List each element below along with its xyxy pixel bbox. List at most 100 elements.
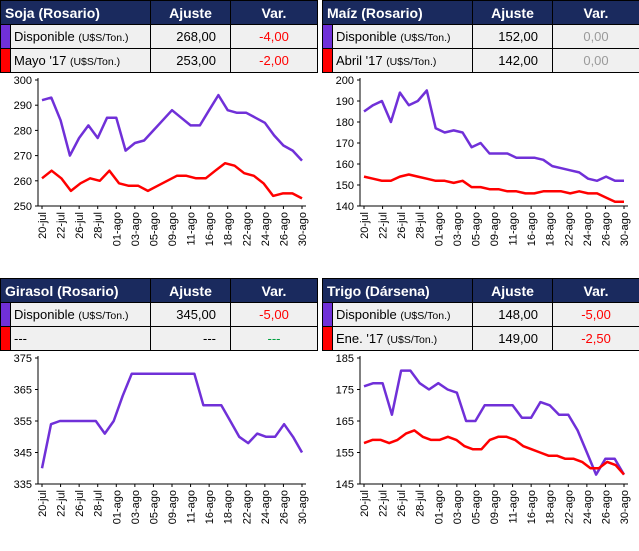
series-line-futuro (41, 161, 303, 200)
ajuste-value: 152,00 (472, 24, 553, 49)
table-row: Abril '17 (U$S/Ton.) 142,00 0,00 (322, 48, 639, 73)
x-tick-label: 03-ago (452, 212, 464, 246)
table-row: --- --- --- (0, 326, 318, 351)
contract-name: Disponible (U$S/Ton.) (331, 302, 474, 327)
line-chart: 250 260 270 280 290 300 20-jul 22-jul 26-jul 28-j… (14, 75, 309, 246)
unit-label: (U$S/Ton.) (400, 310, 451, 322)
unit-label: (U$S/Ton.) (400, 32, 451, 44)
contract-label: Disponible (14, 307, 75, 322)
var-value: -2,50 (552, 326, 639, 351)
col-var-header: Var. (552, 278, 639, 303)
series-line-disponible (41, 93, 303, 162)
y-tick-label: 200 (336, 75, 354, 87)
var-value: -5,00 (230, 302, 318, 327)
x-tick-label: 11-ago (508, 490, 520, 523)
price-table: Maíz (Rosario) Ajuste Var. Disponible (U$S/… (322, 0, 639, 73)
contract-label: Ene. '17 (336, 331, 384, 346)
x-tick-label: 26-ago (278, 490, 290, 524)
y-tick-label: 180 (336, 117, 354, 129)
contract-name: Ene. '17 (U$S/Ton.) (331, 326, 474, 351)
x-tick-label: 24-ago (582, 212, 594, 246)
y-tick-label: 185 (336, 353, 354, 365)
price-table: Girasol (Rosario) Ajuste Var. Disponible (U… (0, 278, 318, 351)
x-tick-label: 30-ago (619, 490, 631, 524)
panel-title: Trigo (Dársena) (321, 278, 474, 303)
x-tick-label: 01-ago (111, 212, 123, 246)
contract-name: Mayo '17 (U$S/Ton.) (10, 48, 151, 73)
contract-label: Abril '17 (336, 53, 383, 68)
ajuste-value: 149,00 (472, 326, 554, 351)
unit-label: (U$S/Ton.) (78, 32, 129, 44)
table-row: Disponible (U$S/Ton.) 268,00 -4,00 (0, 24, 318, 49)
x-tick-label: 24-ago (260, 212, 272, 246)
x-tick-label: 22-jul (56, 212, 68, 239)
unit-label: (U$S/Ton.) (386, 334, 438, 346)
x-tick-label: 16-ago (204, 212, 216, 246)
x-tick-label: 16-ago (204, 490, 216, 524)
y-tick-label: 345 (14, 448, 32, 460)
x-tick-label: 30-ago (297, 212, 309, 246)
panel-title: Girasol (Rosario) (0, 278, 151, 303)
y-tick-label: 365 (14, 385, 32, 397)
y-tick-label: 150 (336, 180, 354, 192)
x-tick-label: 03-ago (452, 490, 464, 524)
x-tick-label: 26-ago (278, 212, 290, 246)
table-row: Disponible (U$S/Ton.) 345,00 -5,00 (0, 302, 318, 327)
price-table: Soja (Rosario) Ajuste Var. Disponible (U$S/… (0, 0, 318, 73)
x-tick-label: 09-ago (489, 490, 501, 524)
col-ajuste-header: Ajuste (150, 278, 231, 303)
x-tick-label: 05-ago (148, 212, 160, 246)
x-tick-label: 26-ago (600, 490, 612, 524)
table-row: Disponible (U$S/Ton.) 152,00 0,00 (322, 24, 639, 49)
contract-label: Disponible (336, 307, 397, 322)
x-tick-label: 11-ago (186, 212, 198, 245)
y-tick-label: 260 (14, 176, 32, 188)
x-tick-label: 30-ago (297, 490, 309, 524)
x-tick-label: 01-ago (433, 212, 445, 246)
x-tick-label: 11-ago (508, 212, 520, 245)
ajuste-value: 253,00 (150, 48, 231, 73)
x-tick-label: 18-ago (223, 490, 235, 524)
x-tick-label: 28-jul (93, 490, 105, 517)
y-tick-label: 355 (14, 416, 32, 428)
series-line-disponible (363, 369, 626, 476)
y-tick-label: 190 (336, 96, 354, 108)
x-tick-label: 24-ago (582, 490, 594, 524)
x-tick-label: 05-ago (470, 490, 482, 524)
series-line-futuro (363, 429, 625, 476)
x-tick-label: 01-ago (433, 490, 445, 524)
line-chart: 335 345 355 365 375 20-jul 22-jul 26-jul 28-jul 0… (14, 353, 309, 524)
var-value: -5,00 (552, 302, 639, 327)
col-ajuste-header: Ajuste (472, 278, 554, 303)
table-row: Disponible (U$S/Ton.) 148,00 -5,00 (322, 302, 639, 327)
col-var-header: Var. (230, 278, 318, 303)
var-value: -2,00 (230, 48, 318, 73)
x-tick-label: 18-ago (223, 212, 235, 246)
y-tick-label: 250 (14, 201, 32, 213)
unit-label: (U$S/Ton.) (69, 56, 121, 68)
panel-title: Maíz (Rosario) (322, 0, 473, 25)
x-tick-label: 05-ago (148, 490, 160, 524)
contract-label: --- (14, 331, 27, 346)
y-tick-label: 335 (14, 479, 32, 491)
contract-name: Disponible (U$S/Ton.) (10, 302, 151, 327)
y-tick-label: 270 (14, 151, 32, 163)
x-tick-label: 22-ago (563, 212, 575, 246)
x-tick-label: 03-ago (130, 490, 142, 524)
y-tick-label: 300 (14, 75, 32, 87)
x-tick-label: 03-ago (130, 212, 142, 246)
x-tick-label: 20-jul (359, 490, 371, 517)
col-ajuste-header: Ajuste (472, 0, 553, 25)
var-value: 0,00 (552, 48, 639, 73)
y-tick-label: 145 (336, 479, 354, 491)
var-value: --- (230, 326, 318, 351)
series-line-disponible (363, 89, 624, 183)
contract-label: Mayo '17 (14, 53, 67, 68)
x-tick-label: 22-ago (563, 490, 575, 524)
unit-label: (U$S/Ton.) (386, 56, 437, 68)
table-row: Ene. '17 (U$S/Ton.) 149,00 -2,50 (322, 326, 639, 351)
x-tick-label: 16-ago (526, 490, 538, 524)
panel-soja: Soja (Rosario) Ajuste Var. Disponible (U$S/… (0, 0, 318, 273)
x-tick-label: 26-jul (74, 490, 86, 517)
x-tick-label: 28-jul (93, 212, 105, 239)
